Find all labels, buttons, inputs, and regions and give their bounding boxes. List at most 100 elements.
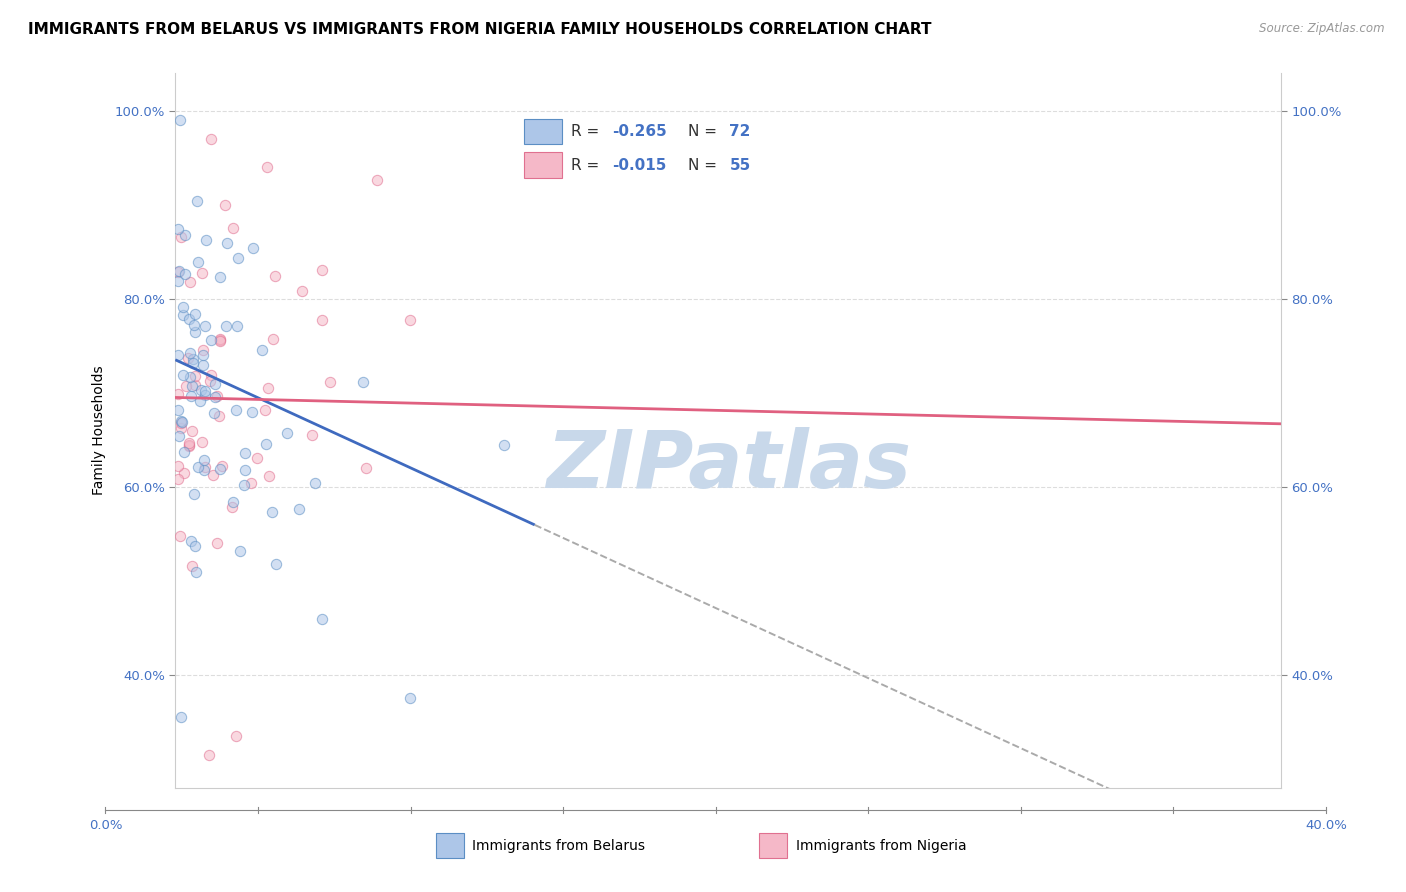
Point [170, 710, 193, 724]
Point [208, 334, 231, 349]
Point [194, 233, 217, 247]
Point [173, 444, 195, 458]
Point [170, 229, 193, 244]
Point [180, 558, 202, 573]
Point [181, 356, 204, 370]
Point [207, 409, 229, 423]
Point [180, 389, 202, 403]
Point [184, 307, 207, 321]
Point [257, 469, 280, 483]
Point [492, 438, 515, 452]
Point [354, 460, 377, 475]
Point [399, 691, 422, 706]
Point [215, 319, 238, 334]
Point [181, 352, 204, 367]
Point [179, 438, 201, 452]
Point [169, 528, 191, 542]
Point [366, 172, 388, 186]
Text: 0.0%: 0.0% [89, 819, 122, 832]
Point [232, 478, 254, 492]
Point [167, 429, 190, 443]
Point [229, 544, 252, 558]
Point [167, 265, 190, 279]
Point [167, 348, 190, 362]
Point [190, 383, 212, 397]
Point [200, 368, 222, 383]
Point [262, 332, 284, 346]
Point [264, 268, 287, 283]
Point [204, 377, 226, 392]
Point [233, 445, 256, 459]
Point [186, 194, 208, 209]
Point [246, 451, 269, 466]
Point [177, 351, 200, 366]
Point [208, 462, 231, 476]
Point [301, 427, 323, 442]
Point [193, 343, 215, 358]
Point [197, 747, 219, 762]
Point [191, 348, 214, 362]
Point [180, 378, 202, 392]
Text: Immigrants from Nigeria: Immigrants from Nigeria [796, 838, 966, 853]
FancyBboxPatch shape [436, 833, 464, 858]
Point [184, 377, 207, 392]
Point [194, 388, 217, 402]
Point [172, 368, 194, 383]
Point [204, 390, 226, 404]
Point [240, 476, 263, 491]
Point [190, 266, 212, 280]
Point [225, 403, 247, 417]
Point [170, 416, 193, 430]
Point [194, 384, 217, 398]
Text: ZIPatlas: ZIPatlas [546, 427, 911, 505]
Text: 40.0%: 40.0% [1305, 819, 1347, 832]
Point [167, 386, 190, 401]
Point [233, 463, 256, 477]
Point [257, 381, 280, 395]
Point [169, 113, 191, 128]
Point [250, 343, 273, 358]
Point [193, 453, 215, 467]
Point [183, 318, 205, 332]
Point [202, 467, 225, 482]
Point [187, 459, 209, 474]
Point [183, 487, 205, 501]
Point [170, 414, 193, 428]
Point [172, 415, 194, 429]
Point [173, 267, 195, 281]
Point [399, 313, 422, 327]
Point [311, 313, 333, 327]
Point [240, 405, 263, 419]
Point [179, 370, 201, 384]
Point [262, 505, 284, 519]
Point [167, 221, 190, 235]
Point [172, 308, 194, 322]
Point [188, 393, 211, 408]
Point [179, 276, 201, 290]
Point [226, 251, 249, 265]
Point [167, 402, 190, 417]
Point [291, 285, 314, 299]
Point [254, 436, 277, 450]
Point [190, 435, 212, 450]
Point [264, 557, 287, 571]
Point [191, 358, 214, 372]
Point [173, 467, 195, 481]
Y-axis label: Family Households: Family Households [93, 366, 107, 495]
Point [200, 333, 222, 347]
Point [181, 424, 204, 438]
Point [253, 402, 276, 417]
Point [167, 458, 190, 473]
Point [170, 421, 193, 435]
Point [174, 228, 197, 243]
Text: IMMIGRANTS FROM BELARUS VS IMMIGRANTS FROM NIGERIA FAMILY HOUSEHOLDS CORRELATION: IMMIGRANTS FROM BELARUS VS IMMIGRANTS FR… [28, 22, 932, 37]
Point [180, 533, 202, 548]
Point [209, 333, 232, 347]
Point [256, 160, 278, 174]
Point [179, 312, 201, 326]
Point [221, 220, 243, 235]
Point [183, 368, 205, 383]
Point [276, 425, 298, 440]
Point [198, 374, 221, 388]
Point [187, 255, 209, 269]
